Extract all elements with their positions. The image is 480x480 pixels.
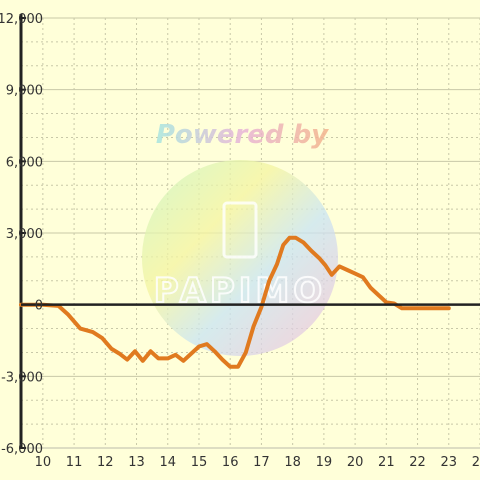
x-tick-label: 10 (35, 455, 52, 470)
x-tick-label: 16 (222, 455, 239, 470)
y-tick-label: 6,000 (6, 155, 43, 170)
watermark-phone-icon (222, 201, 258, 259)
y-tick-label: 12,000 (0, 12, 43, 27)
y-tick-label: 9,000 (6, 84, 43, 99)
axes (19, 14, 480, 449)
x-tick-label: 13 (128, 455, 145, 470)
watermark: Powered by PAPIMO (142, 120, 338, 356)
x-tick-label: 22 (409, 455, 426, 470)
x-tick-label: 24 (472, 455, 480, 470)
x-tick-label: 14 (159, 455, 176, 470)
y-tick-label: -3,000 (1, 370, 43, 385)
x-tick-label: 23 (441, 455, 458, 470)
series-layer (19, 235, 480, 369)
y-tick-label: 0 (35, 299, 43, 314)
series-line (19, 235, 451, 369)
y-tick-label: -6,000 (1, 442, 43, 457)
x-tick-label: 19 (316, 455, 333, 470)
x-tick-label: 11 (66, 455, 83, 470)
x-tick-label: 15 (191, 455, 208, 470)
x-tick-label: 17 (253, 455, 270, 470)
x-tick-label: 21 (378, 455, 395, 470)
x-tick-label: 12 (97, 455, 114, 470)
x-tick-label: 18 (284, 455, 301, 470)
x-tick-label: 20 (347, 455, 364, 470)
watermark-title: Powered by (156, 120, 329, 150)
y-tick-label: 3,000 (6, 227, 43, 242)
